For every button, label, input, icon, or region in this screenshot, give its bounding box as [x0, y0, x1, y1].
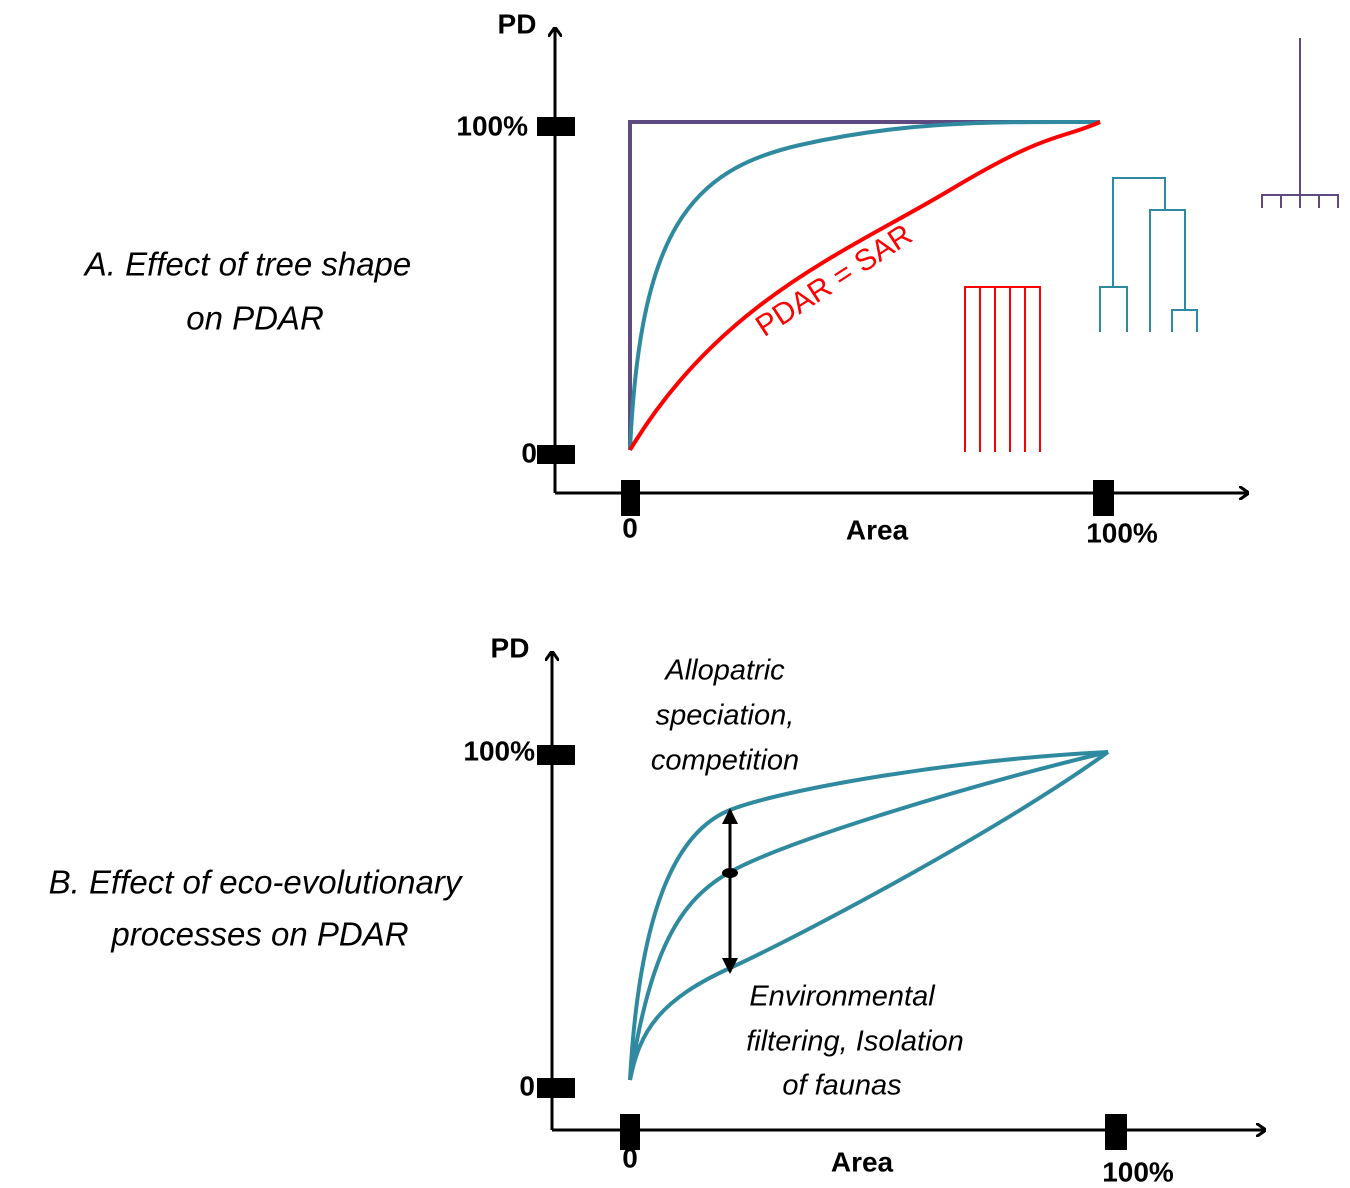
- x-tick-label: 0: [622, 512, 638, 543]
- y-axis-label: PD: [498, 8, 537, 39]
- annotation: of faunas: [782, 1070, 901, 1102]
- annotation: Allopatric: [663, 655, 785, 687]
- tick-block: [537, 445, 575, 464]
- tick-block: [620, 1114, 640, 1150]
- x-tick-label: 0: [622, 1142, 638, 1173]
- panel-a: PD 100% 0 0 100% Area PDAR = SAR A. Effe…: [83, 8, 1339, 548]
- y-tick-label: 0: [519, 1070, 535, 1101]
- dot: [722, 868, 738, 878]
- x-tick-label: 100%: [1086, 517, 1158, 548]
- y-tick-label: 0: [521, 437, 537, 468]
- panel-title: B. Effect of eco-evolutionary: [49, 864, 464, 901]
- tree-icon: [1261, 38, 1339, 208]
- curve: [628, 120, 1100, 450]
- annotation: competition: [651, 745, 799, 777]
- x-axis-label: Area: [846, 514, 909, 545]
- tick-block: [1093, 480, 1114, 516]
- y-axis-label: PD: [491, 632, 530, 663]
- panel-title: on PDAR: [186, 300, 324, 337]
- tree-icon: [964, 286, 1041, 452]
- curve: [628, 119, 1101, 451]
- curve: [628, 750, 1110, 1081]
- tick-block: [537, 1078, 575, 1098]
- tick-block: [537, 745, 575, 765]
- x-tick-label: 100%: [1102, 1156, 1174, 1187]
- tick-block: [537, 117, 575, 136]
- curve: [628, 120, 1101, 452]
- curve-label: PDAR = SAR: [750, 218, 918, 343]
- y-tick-label: 100%: [463, 735, 535, 766]
- annotation: filtering, Isolation: [746, 1026, 964, 1058]
- x-axis-label: Area: [831, 1146, 894, 1177]
- annotation: Environmental: [749, 981, 936, 1013]
- tree-icon: [1099, 177, 1198, 332]
- panel-title: A. Effect of tree shape: [83, 246, 412, 283]
- curve: [628, 750, 1109, 1081]
- panel-title: processes on PDAR: [110, 916, 408, 953]
- tick-block: [1105, 1114, 1127, 1150]
- tick-block: [621, 480, 640, 516]
- y-tick-label: 100%: [456, 110, 528, 141]
- annotation: speciation,: [656, 700, 795, 732]
- panel-b: PD 100% 0 0 100% Area Allopatric speciat…: [49, 632, 1265, 1187]
